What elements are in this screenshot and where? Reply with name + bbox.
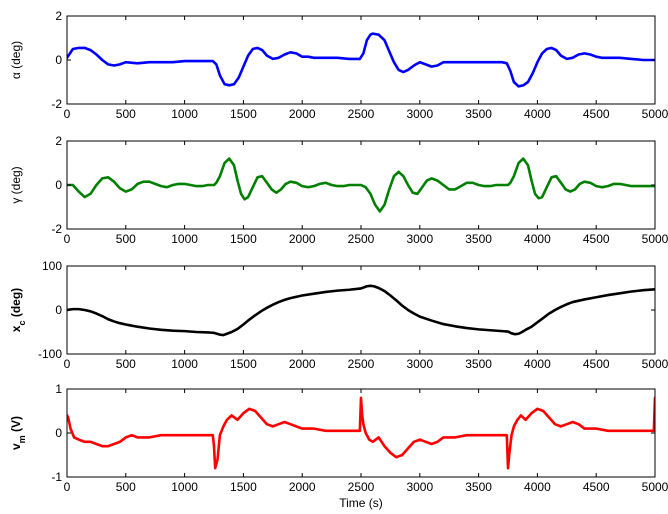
- x-tick-label: 4500: [583, 480, 610, 494]
- panel-gamma-series-line: [67, 157, 655, 213]
- panel-xc-series-line: [67, 284, 655, 337]
- panel-vm-frame: [66, 388, 656, 478]
- x-tick-label: 3000: [406, 232, 433, 246]
- panel-alpha: 0 500 1000 1500 2000 2500 3000 3500 4000 4500 5000…: [9, 9, 668, 121]
- x-tick-label: 500: [116, 480, 136, 494]
- y-tick-label: -2: [51, 97, 62, 111]
- x-tick-label: 2500: [348, 357, 375, 371]
- x-tick-label: 1500: [230, 232, 257, 246]
- x-tick-label: 5000: [642, 107, 668, 121]
- y-tick-label: -2: [51, 222, 62, 236]
- x-tick-label: 4500: [583, 357, 610, 371]
- x-tick-label: 4000: [524, 480, 551, 494]
- x-tick-label: 1000: [171, 107, 198, 121]
- x-tick-label: 2000: [289, 357, 316, 371]
- x-tick-label: 500: [116, 107, 136, 121]
- x-tick-label: 4500: [583, 232, 610, 246]
- panel-alpha-axes: [67, 16, 655, 104]
- x-tick-label: 2000: [289, 232, 316, 246]
- x-tick-label: 1000: [171, 232, 198, 246]
- x-tick-label: 500: [116, 357, 136, 371]
- y-tick-label: 2: [55, 134, 62, 148]
- x-tick-label: 4000: [524, 357, 551, 371]
- panel-vm-y-axis-label: vm (V): [9, 416, 27, 450]
- y-tick-label: 2: [55, 9, 62, 23]
- y-tick-label: -1: [51, 470, 62, 484]
- x-tick-label: 3500: [465, 232, 492, 246]
- x-tick-label: 1500: [230, 480, 257, 494]
- panel-gamma: 0 500 1000 1500 2000 2500 3000 3500 4000 4500 5000…: [9, 134, 668, 246]
- panel-vm: 0 500 1000 1500 2000 2500 3000 3500 4000 4500 5000…: [9, 382, 668, 510]
- x-tick-label: 0: [64, 480, 71, 494]
- x-tick-label: 3500: [465, 357, 492, 371]
- y-tick-label: 0: [55, 426, 62, 440]
- x-tick-label: 0: [64, 232, 71, 246]
- panel-xc-y-axis-label: xc (deg): [9, 288, 27, 332]
- x-tick-label: 2500: [348, 232, 375, 246]
- x-tick-label: 3500: [465, 480, 492, 494]
- x-tick-label: 2000: [289, 480, 316, 494]
- y-tick-label: 0: [55, 178, 62, 192]
- x-tick-label: 4000: [524, 232, 551, 246]
- y-tick-label: 100: [42, 259, 62, 273]
- x-tick-label: 500: [116, 232, 136, 246]
- x-tick-label: 2500: [348, 107, 375, 121]
- x-tick-label: 5000: [642, 232, 668, 246]
- y-tick-label: 1: [55, 382, 62, 396]
- x-tick-label: 3000: [406, 107, 433, 121]
- x-tick-label: 3000: [406, 357, 433, 371]
- x-tick-label: 3500: [465, 107, 492, 121]
- y-tick-label: -100: [38, 347, 62, 361]
- x-tick-label: 4500: [583, 107, 610, 121]
- x-tick-label: 0: [64, 357, 71, 371]
- panel-alpha-series-line: [67, 32, 655, 88]
- y-tick-label: 0: [55, 303, 62, 317]
- x-tick-label: 1000: [171, 357, 198, 371]
- panel-xc-axes: [67, 266, 655, 354]
- x-tick-label: 2000: [289, 107, 316, 121]
- x-axis-label: Time (s): [339, 496, 383, 510]
- panel-xc-frame: [66, 265, 656, 355]
- panel-xc: 0 500 1000 1500 2000 2500 3000 3500 4000 4500 5000…: [9, 259, 668, 371]
- x-tick-label: 5000: [642, 357, 668, 371]
- panel-alpha-y-axis-label: α (deg): [9, 41, 23, 79]
- x-tick-label: 3000: [406, 480, 433, 494]
- x-tick-label: 1500: [230, 357, 257, 371]
- y-tick-label: 0: [55, 53, 62, 67]
- x-tick-label: 0: [64, 107, 71, 121]
- x-tick-label: 4000: [524, 107, 551, 121]
- panel-gamma-y-axis-label: γ (deg): [9, 166, 23, 203]
- x-tick-label: 5000: [642, 480, 668, 494]
- x-tick-label: 1000: [171, 480, 198, 494]
- x-tick-label: 2500: [348, 480, 375, 494]
- panel-gamma-frame: [66, 140, 656, 230]
- x-tick-label: 1500: [230, 107, 257, 121]
- panel-vm-series-line: [67, 396, 655, 470]
- panel-alpha-frame: [66, 15, 656, 105]
